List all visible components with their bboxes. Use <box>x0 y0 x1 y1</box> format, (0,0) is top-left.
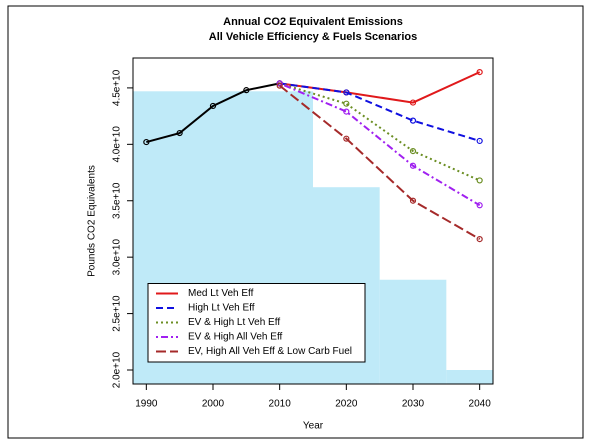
x-tick-label: 1990 <box>135 399 158 410</box>
data-point <box>343 100 350 107</box>
area-step <box>379 279 447 384</box>
x-tick-label: 2040 <box>469 399 492 410</box>
x-tick-label: 2000 <box>202 399 225 410</box>
y-axis-label: Pounds CO2 Equivalents <box>87 165 98 277</box>
plot-box <box>132 57 494 385</box>
data-point <box>409 147 417 155</box>
y-tick-label: 2.5e+10 <box>112 295 123 332</box>
data-point <box>409 99 417 106</box>
series-line <box>279 84 481 240</box>
y-tick-label: 3.0e+10 <box>112 239 123 276</box>
x-tick-label: 2010 <box>269 399 292 410</box>
chart-title: Annual CO2 Equivalent Emissions <box>223 16 403 28</box>
y-tick-label: 2.0e+10 <box>112 351 123 388</box>
y-tick-label: 3.5e+10 <box>112 182 123 219</box>
data-point <box>143 138 150 146</box>
data-point <box>176 129 183 137</box>
data-point <box>476 236 483 243</box>
series-line <box>279 82 481 182</box>
data-point <box>243 87 250 94</box>
data-point <box>409 117 417 124</box>
main-layer: 1990 2000 2010 2020 2030 2040 2.0e+10 2.5e+10 3.… <box>112 57 494 410</box>
legend-label: EV & High Lt Veh Eff <box>188 317 280 328</box>
x-tick-label: 2020 <box>335 399 358 410</box>
data-point <box>409 162 417 169</box>
series-line <box>279 82 481 207</box>
series-line <box>279 82 480 142</box>
data-point <box>209 102 217 110</box>
data-point <box>343 108 350 115</box>
legend-label: EV, High All Veh Eff & Low Carb Fuel <box>188 346 352 357</box>
series-line <box>146 82 280 144</box>
data-point <box>476 69 483 76</box>
data-point <box>343 135 350 142</box>
legend-label: Med Lt Veh Eff <box>188 288 254 299</box>
y-tick-label: 4.0e+10 <box>112 126 123 163</box>
legend-box <box>147 283 366 363</box>
legend-label: High Lt Veh Eff <box>188 303 255 314</box>
y-tick-label: 4.5e+10 <box>112 69 123 106</box>
data-point <box>476 137 483 145</box>
x-tick-label: 2030 <box>402 399 425 410</box>
chart-subtitle: All Vehicle Efficiency & Fuels Scenarios <box>209 31 417 43</box>
data-point <box>476 202 483 209</box>
data-point <box>343 89 350 96</box>
x-axis-label: Year <box>303 421 324 432</box>
data-point <box>476 177 483 184</box>
data-point <box>276 82 283 89</box>
area-step <box>446 370 493 384</box>
data-point <box>409 197 417 204</box>
legend-label: EV & High All Veh Eff <box>188 332 283 343</box>
